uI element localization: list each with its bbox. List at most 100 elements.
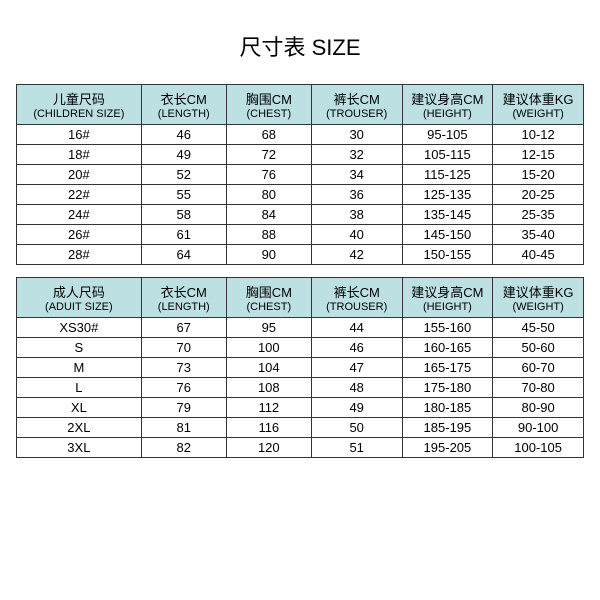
table-row: XL7911249180-18580-90 — [17, 398, 584, 418]
table-cell: L — [17, 378, 142, 398]
table-cell: 145-150 — [402, 225, 493, 245]
page-title: 尺寸表 SIZE — [16, 30, 584, 62]
table-cell: XS30# — [17, 318, 142, 338]
table-cell: 44 — [311, 318, 402, 338]
table-row: L7610848175-18070-80 — [17, 378, 584, 398]
table-cell: 70 — [141, 338, 226, 358]
table-row: 18#497232105-11512-15 — [17, 145, 584, 165]
adult-body: XS30#679544155-16045-50S7010046160-16550… — [17, 318, 584, 458]
table-cell: 40-45 — [493, 245, 584, 265]
col-header: 胸围CM(CHEST) — [226, 278, 311, 318]
table-cell: 79 — [141, 398, 226, 418]
table-row: S7010046160-16550-60 — [17, 338, 584, 358]
col-header: 成人尺码(ADUIT SIZE) — [17, 278, 142, 318]
table-cell: 50 — [311, 418, 402, 438]
col-header: 衣长CM(LENGTH) — [141, 278, 226, 318]
table-cell: 51 — [311, 438, 402, 458]
table-row: 3XL8212051195-205100-105 — [17, 438, 584, 458]
col-header: 建议体重KG(WEIGHT) — [493, 278, 584, 318]
table-cell: 68 — [226, 125, 311, 145]
table-cell: 135-145 — [402, 205, 493, 225]
table-cell: 40 — [311, 225, 402, 245]
col-header: 裤长CM(TROUSER) — [311, 278, 402, 318]
table-cell: 45-50 — [493, 318, 584, 338]
table-cell: 185-195 — [402, 418, 493, 438]
table-cell: 115-125 — [402, 165, 493, 185]
table-cell: 70-80 — [493, 378, 584, 398]
table-cell: 34 — [311, 165, 402, 185]
table-cell: 150-155 — [402, 245, 493, 265]
table-cell: 35-40 — [493, 225, 584, 245]
table-spacer — [16, 265, 584, 277]
table-cell: 80 — [226, 185, 311, 205]
col-header: 儿童尺码(CHILDREN SIZE) — [17, 85, 142, 125]
table-cell: 25-35 — [493, 205, 584, 225]
table-cell: 88 — [226, 225, 311, 245]
table-cell: 95 — [226, 318, 311, 338]
children-header-row: 儿童尺码(CHILDREN SIZE) 衣长CM(LENGTH) 胸围CM(CH… — [17, 85, 584, 125]
table-cell: 26# — [17, 225, 142, 245]
col-header: 裤长CM(TROUSER) — [311, 85, 402, 125]
table-cell: 30 — [311, 125, 402, 145]
children-body: 16#46683095-10510-1218#497232105-11512-1… — [17, 125, 584, 265]
table-row: 2XL8111650185-19590-100 — [17, 418, 584, 438]
table-row: M7310447165-17560-70 — [17, 358, 584, 378]
table-cell: 100-105 — [493, 438, 584, 458]
table-cell: 32 — [311, 145, 402, 165]
table-cell: 76 — [226, 165, 311, 185]
table-row: 28#649042150-15540-45 — [17, 245, 584, 265]
table-cell: 38 — [311, 205, 402, 225]
adult-header-row: 成人尺码(ADUIT SIZE) 衣长CM(LENGTH) 胸围CM(CHEST… — [17, 278, 584, 318]
table-cell: 49 — [311, 398, 402, 418]
table-cell: 120 — [226, 438, 311, 458]
table-cell: 47 — [311, 358, 402, 378]
table-row: 24#588438135-14525-35 — [17, 205, 584, 225]
table-cell: 90 — [226, 245, 311, 265]
table-cell: 76 — [141, 378, 226, 398]
table-cell: 175-180 — [402, 378, 493, 398]
table-cell: 165-175 — [402, 358, 493, 378]
table-cell: 61 — [141, 225, 226, 245]
table-cell: 84 — [226, 205, 311, 225]
table-cell: 46 — [311, 338, 402, 358]
table-row: 16#46683095-10510-12 — [17, 125, 584, 145]
table-cell: 64 — [141, 245, 226, 265]
table-cell: 195-205 — [402, 438, 493, 458]
table-cell: 20# — [17, 165, 142, 185]
table-cell: 180-185 — [402, 398, 493, 418]
table-cell: 12-15 — [493, 145, 584, 165]
table-cell: 155-160 — [402, 318, 493, 338]
table-cell: M — [17, 358, 142, 378]
table-cell: 67 — [141, 318, 226, 338]
table-cell: 160-165 — [402, 338, 493, 358]
table-row: 20#527634115-12515-20 — [17, 165, 584, 185]
children-size-table: 儿童尺码(CHILDREN SIZE) 衣长CM(LENGTH) 胸围CM(CH… — [16, 84, 584, 265]
table-row: 26#618840145-15035-40 — [17, 225, 584, 245]
table-cell: 20-25 — [493, 185, 584, 205]
col-header: 建议身高CM(HEIGHT) — [402, 85, 493, 125]
table-cell: 48 — [311, 378, 402, 398]
col-header: 胸围CM(CHEST) — [226, 85, 311, 125]
table-cell: 125-135 — [402, 185, 493, 205]
table-cell: 42 — [311, 245, 402, 265]
table-cell: XL — [17, 398, 142, 418]
col-header: 建议体重KG(WEIGHT) — [493, 85, 584, 125]
table-cell: 49 — [141, 145, 226, 165]
table-cell: 108 — [226, 378, 311, 398]
table-cell: 3XL — [17, 438, 142, 458]
table-cell: 18# — [17, 145, 142, 165]
col-header: 衣长CM(LENGTH) — [141, 85, 226, 125]
table-cell: 55 — [141, 185, 226, 205]
table-cell: 16# — [17, 125, 142, 145]
table-cell: 72 — [226, 145, 311, 165]
table-cell: 95-105 — [402, 125, 493, 145]
table-cell: 105-115 — [402, 145, 493, 165]
table-cell: 15-20 — [493, 165, 584, 185]
table-cell: 50-60 — [493, 338, 584, 358]
table-cell: 81 — [141, 418, 226, 438]
table-cell: 22# — [17, 185, 142, 205]
table-cell: 24# — [17, 205, 142, 225]
table-cell: 116 — [226, 418, 311, 438]
table-cell: 2XL — [17, 418, 142, 438]
adult-size-table: 成人尺码(ADUIT SIZE) 衣长CM(LENGTH) 胸围CM(CHEST… — [16, 277, 584, 458]
